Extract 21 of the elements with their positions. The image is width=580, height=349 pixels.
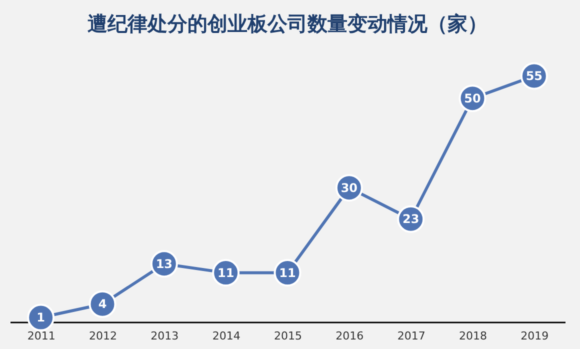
x-tick-label: 2014 xyxy=(212,330,240,342)
x-tick-label: 2016 xyxy=(336,330,364,342)
x-tick-label: 2019 xyxy=(520,330,549,342)
x-tick-label: 2018 xyxy=(459,330,487,342)
chart-title: 遭纪律处分的创业板公司数量变动情况（家） xyxy=(88,11,488,36)
x-tick-label: 2017 xyxy=(397,330,426,342)
x-tick-label: 2013 xyxy=(150,330,179,342)
data-label: 11 xyxy=(217,266,234,280)
x-tick-label: 2011 xyxy=(27,330,56,342)
data-label: 13 xyxy=(156,256,173,271)
data-label: 11 xyxy=(279,266,296,280)
data-label: 23 xyxy=(402,212,420,226)
data-label: 1 xyxy=(36,310,46,325)
point xyxy=(27,304,55,332)
x-tick-label: 2015 xyxy=(274,330,302,342)
data-label: 55 xyxy=(526,69,543,83)
data-label: 30 xyxy=(340,180,358,195)
data-label: 50 xyxy=(464,91,481,106)
data-label: 4 xyxy=(98,297,107,312)
point xyxy=(88,290,116,318)
x-tick-label: 2012 xyxy=(89,330,117,342)
